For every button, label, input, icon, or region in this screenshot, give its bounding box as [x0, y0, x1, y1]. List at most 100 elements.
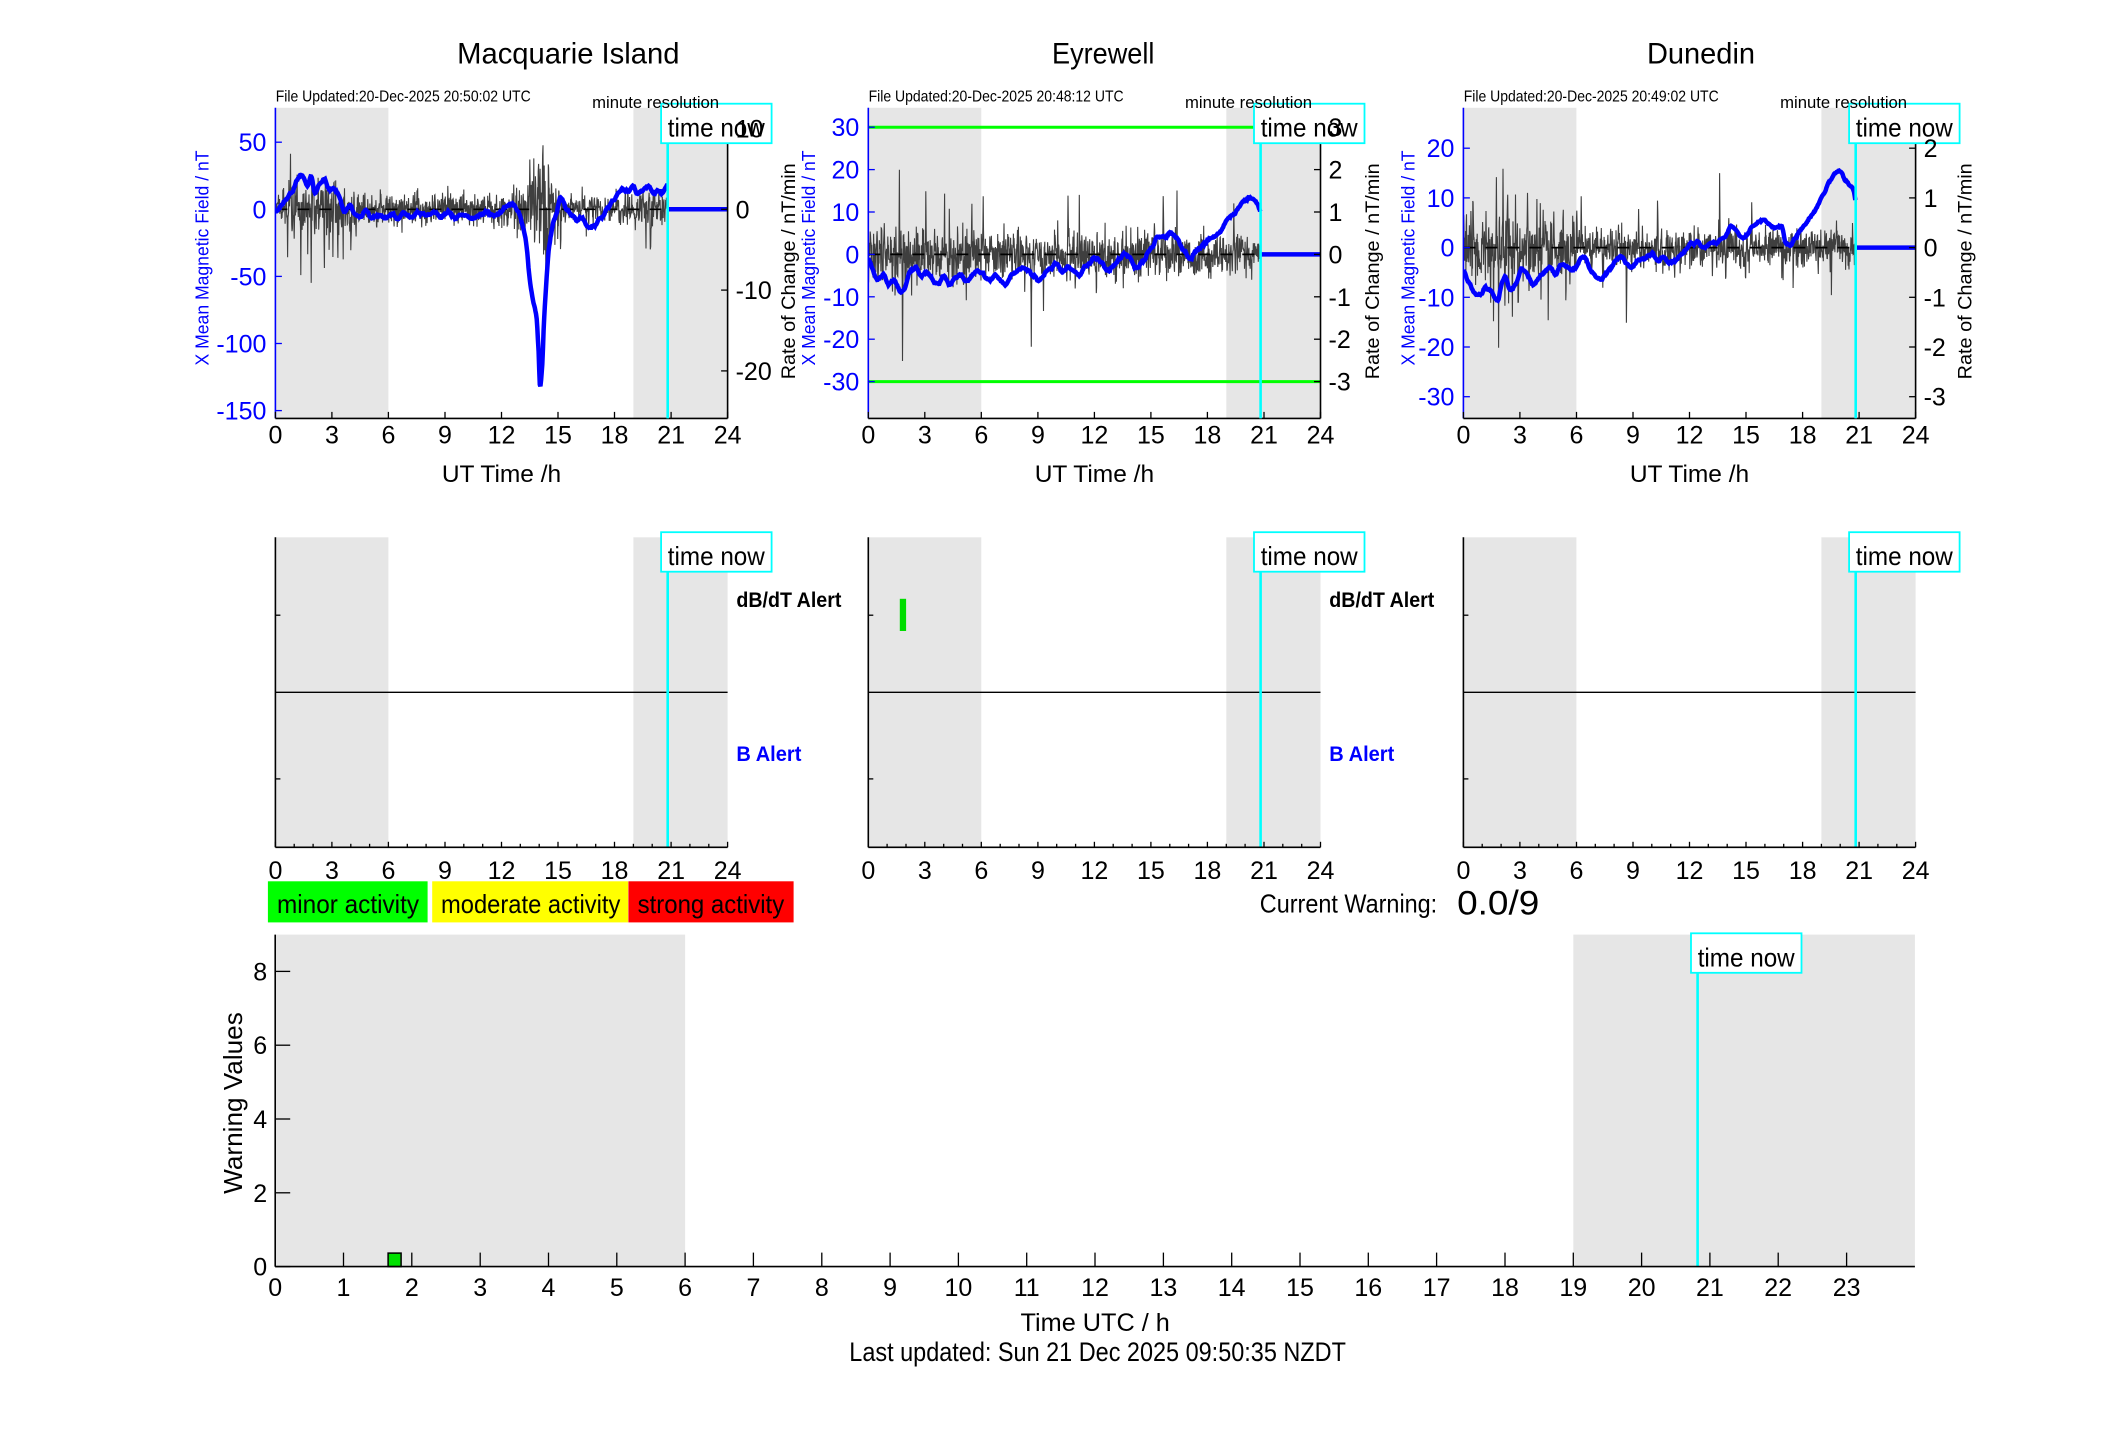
- svg-text:time now: time now: [1261, 113, 1358, 143]
- svg-text:2: 2: [253, 1180, 267, 1208]
- svg-text:15: 15: [1286, 1274, 1314, 1302]
- svg-text:0: 0: [736, 196, 750, 224]
- svg-text:12: 12: [488, 857, 516, 885]
- svg-text:strong activity: strong activity: [638, 889, 785, 919]
- svg-text:21: 21: [1250, 422, 1278, 450]
- svg-text:-2: -2: [1329, 326, 1351, 354]
- svg-text:22: 22: [1764, 1274, 1792, 1302]
- svg-text:9: 9: [438, 857, 452, 885]
- svg-text:15: 15: [544, 422, 572, 450]
- svg-text:9: 9: [1626, 857, 1640, 885]
- svg-text:15: 15: [1137, 422, 1165, 450]
- svg-text:9: 9: [883, 1274, 897, 1302]
- svg-text:-30: -30: [1418, 384, 1454, 412]
- svg-text:12: 12: [1081, 1274, 1109, 1302]
- svg-text:18: 18: [1193, 857, 1221, 885]
- svg-text:-20: -20: [823, 326, 859, 354]
- svg-text:6: 6: [974, 422, 988, 450]
- svg-text:12: 12: [1676, 857, 1704, 885]
- svg-text:time now: time now: [1856, 541, 1953, 571]
- svg-text:minor activity: minor activity: [277, 889, 419, 919]
- svg-text:16: 16: [1354, 1274, 1382, 1302]
- svg-text:moderate activity: moderate activity: [441, 889, 620, 919]
- svg-text:-10: -10: [736, 277, 772, 305]
- svg-text:3: 3: [1513, 422, 1527, 450]
- svg-text:Current Warning:: Current Warning:: [1260, 888, 1437, 918]
- svg-text:3: 3: [1513, 857, 1527, 885]
- svg-text:-20: -20: [1418, 334, 1454, 362]
- svg-text:Rate of Change / nT/min: Rate of Change / nT/min: [1955, 163, 1977, 379]
- svg-text:time now: time now: [668, 541, 765, 571]
- svg-text:time now: time now: [1698, 942, 1795, 972]
- svg-text:6: 6: [1570, 857, 1584, 885]
- svg-text:6: 6: [1570, 422, 1584, 450]
- svg-text:2: 2: [1924, 135, 1938, 163]
- svg-text:20: 20: [831, 157, 859, 185]
- svg-text:time now: time now: [668, 113, 765, 143]
- svg-text:Time UTC / h: Time UTC / h: [1021, 1309, 1170, 1337]
- svg-text:24: 24: [1902, 857, 1930, 885]
- svg-text:-2: -2: [1924, 334, 1946, 362]
- svg-text:UT Time /h: UT Time /h: [1630, 461, 1749, 488]
- svg-text:21: 21: [657, 422, 685, 450]
- svg-text:0: 0: [1329, 241, 1343, 269]
- svg-text:File Updated:20-Dec-2025 20:49: File Updated:20-Dec-2025 20:49:02 UTC: [1464, 88, 1719, 105]
- svg-text:18: 18: [601, 422, 629, 450]
- svg-text:21: 21: [1845, 422, 1873, 450]
- svg-text:File Updated:20-Dec-2025 20:50: File Updated:20-Dec-2025 20:50:02 UTC: [276, 88, 531, 105]
- svg-text:-10: -10: [823, 284, 859, 312]
- svg-text:8: 8: [253, 958, 267, 986]
- svg-text:6: 6: [253, 1032, 267, 1060]
- svg-text:7: 7: [746, 1274, 760, 1302]
- svg-text:0: 0: [268, 1274, 282, 1302]
- svg-text:5: 5: [610, 1274, 624, 1302]
- svg-text:0: 0: [1456, 857, 1470, 885]
- svg-text:10: 10: [944, 1274, 972, 1302]
- svg-text:24: 24: [1307, 857, 1335, 885]
- svg-text:8: 8: [815, 1274, 829, 1302]
- svg-text:0: 0: [1456, 422, 1470, 450]
- svg-text:X Mean Magnetic Field / nT: X Mean Magnetic Field / nT: [192, 151, 213, 366]
- svg-text:18: 18: [1789, 422, 1817, 450]
- svg-text:12: 12: [488, 422, 516, 450]
- svg-text:time now: time now: [1261, 541, 1358, 571]
- svg-text:9: 9: [438, 422, 452, 450]
- svg-text:9: 9: [1626, 422, 1640, 450]
- svg-text:10: 10: [831, 199, 859, 227]
- svg-text:24: 24: [1307, 422, 1335, 450]
- svg-text:3: 3: [918, 857, 932, 885]
- svg-text:24: 24: [1902, 422, 1930, 450]
- svg-text:12: 12: [1080, 857, 1108, 885]
- svg-text:X Mean Magnetic Field / nT: X Mean Magnetic Field / nT: [1398, 151, 1419, 366]
- svg-text:15: 15: [1732, 422, 1760, 450]
- svg-text:-3: -3: [1924, 384, 1946, 412]
- svg-text:Eyrewell: Eyrewell: [1052, 38, 1154, 71]
- svg-text:UT Time /h: UT Time /h: [442, 461, 561, 488]
- svg-text:minute resolution: minute resolution: [1185, 93, 1312, 112]
- svg-text:20: 20: [1628, 1274, 1656, 1302]
- svg-text:-3: -3: [1329, 369, 1351, 397]
- svg-text:Last updated: Sun 21 Dec 2025: Last updated: Sun 21 Dec 2025 09:50:35 N…: [849, 1337, 1346, 1367]
- svg-text:10: 10: [1427, 185, 1455, 213]
- svg-text:21: 21: [1250, 857, 1278, 885]
- svg-text:Macquarie Island: Macquarie Island: [457, 38, 679, 71]
- svg-text:0.0/9: 0.0/9: [1457, 885, 1539, 923]
- svg-text:6: 6: [381, 857, 395, 885]
- svg-text:30: 30: [831, 114, 859, 142]
- svg-text:21: 21: [1845, 857, 1873, 885]
- svg-text:B Alert: B Alert: [736, 743, 801, 766]
- svg-text:14: 14: [1218, 1274, 1246, 1302]
- svg-text:13: 13: [1149, 1274, 1177, 1302]
- svg-text:20: 20: [1427, 135, 1455, 163]
- svg-text:18: 18: [1789, 857, 1817, 885]
- svg-text:0: 0: [253, 1254, 267, 1282]
- svg-text:9: 9: [1031, 422, 1045, 450]
- svg-text:time now: time now: [1856, 113, 1953, 143]
- svg-text:B Alert: B Alert: [1329, 743, 1394, 766]
- svg-text:24: 24: [714, 422, 742, 450]
- svg-text:Dunedin: Dunedin: [1647, 38, 1755, 71]
- svg-text:X Mean Magnetic Field / nT: X Mean Magnetic Field / nT: [798, 151, 819, 366]
- svg-text:18: 18: [1491, 1274, 1519, 1302]
- svg-text:19: 19: [1559, 1274, 1587, 1302]
- svg-text:dB/dT Alert: dB/dT Alert: [736, 589, 841, 612]
